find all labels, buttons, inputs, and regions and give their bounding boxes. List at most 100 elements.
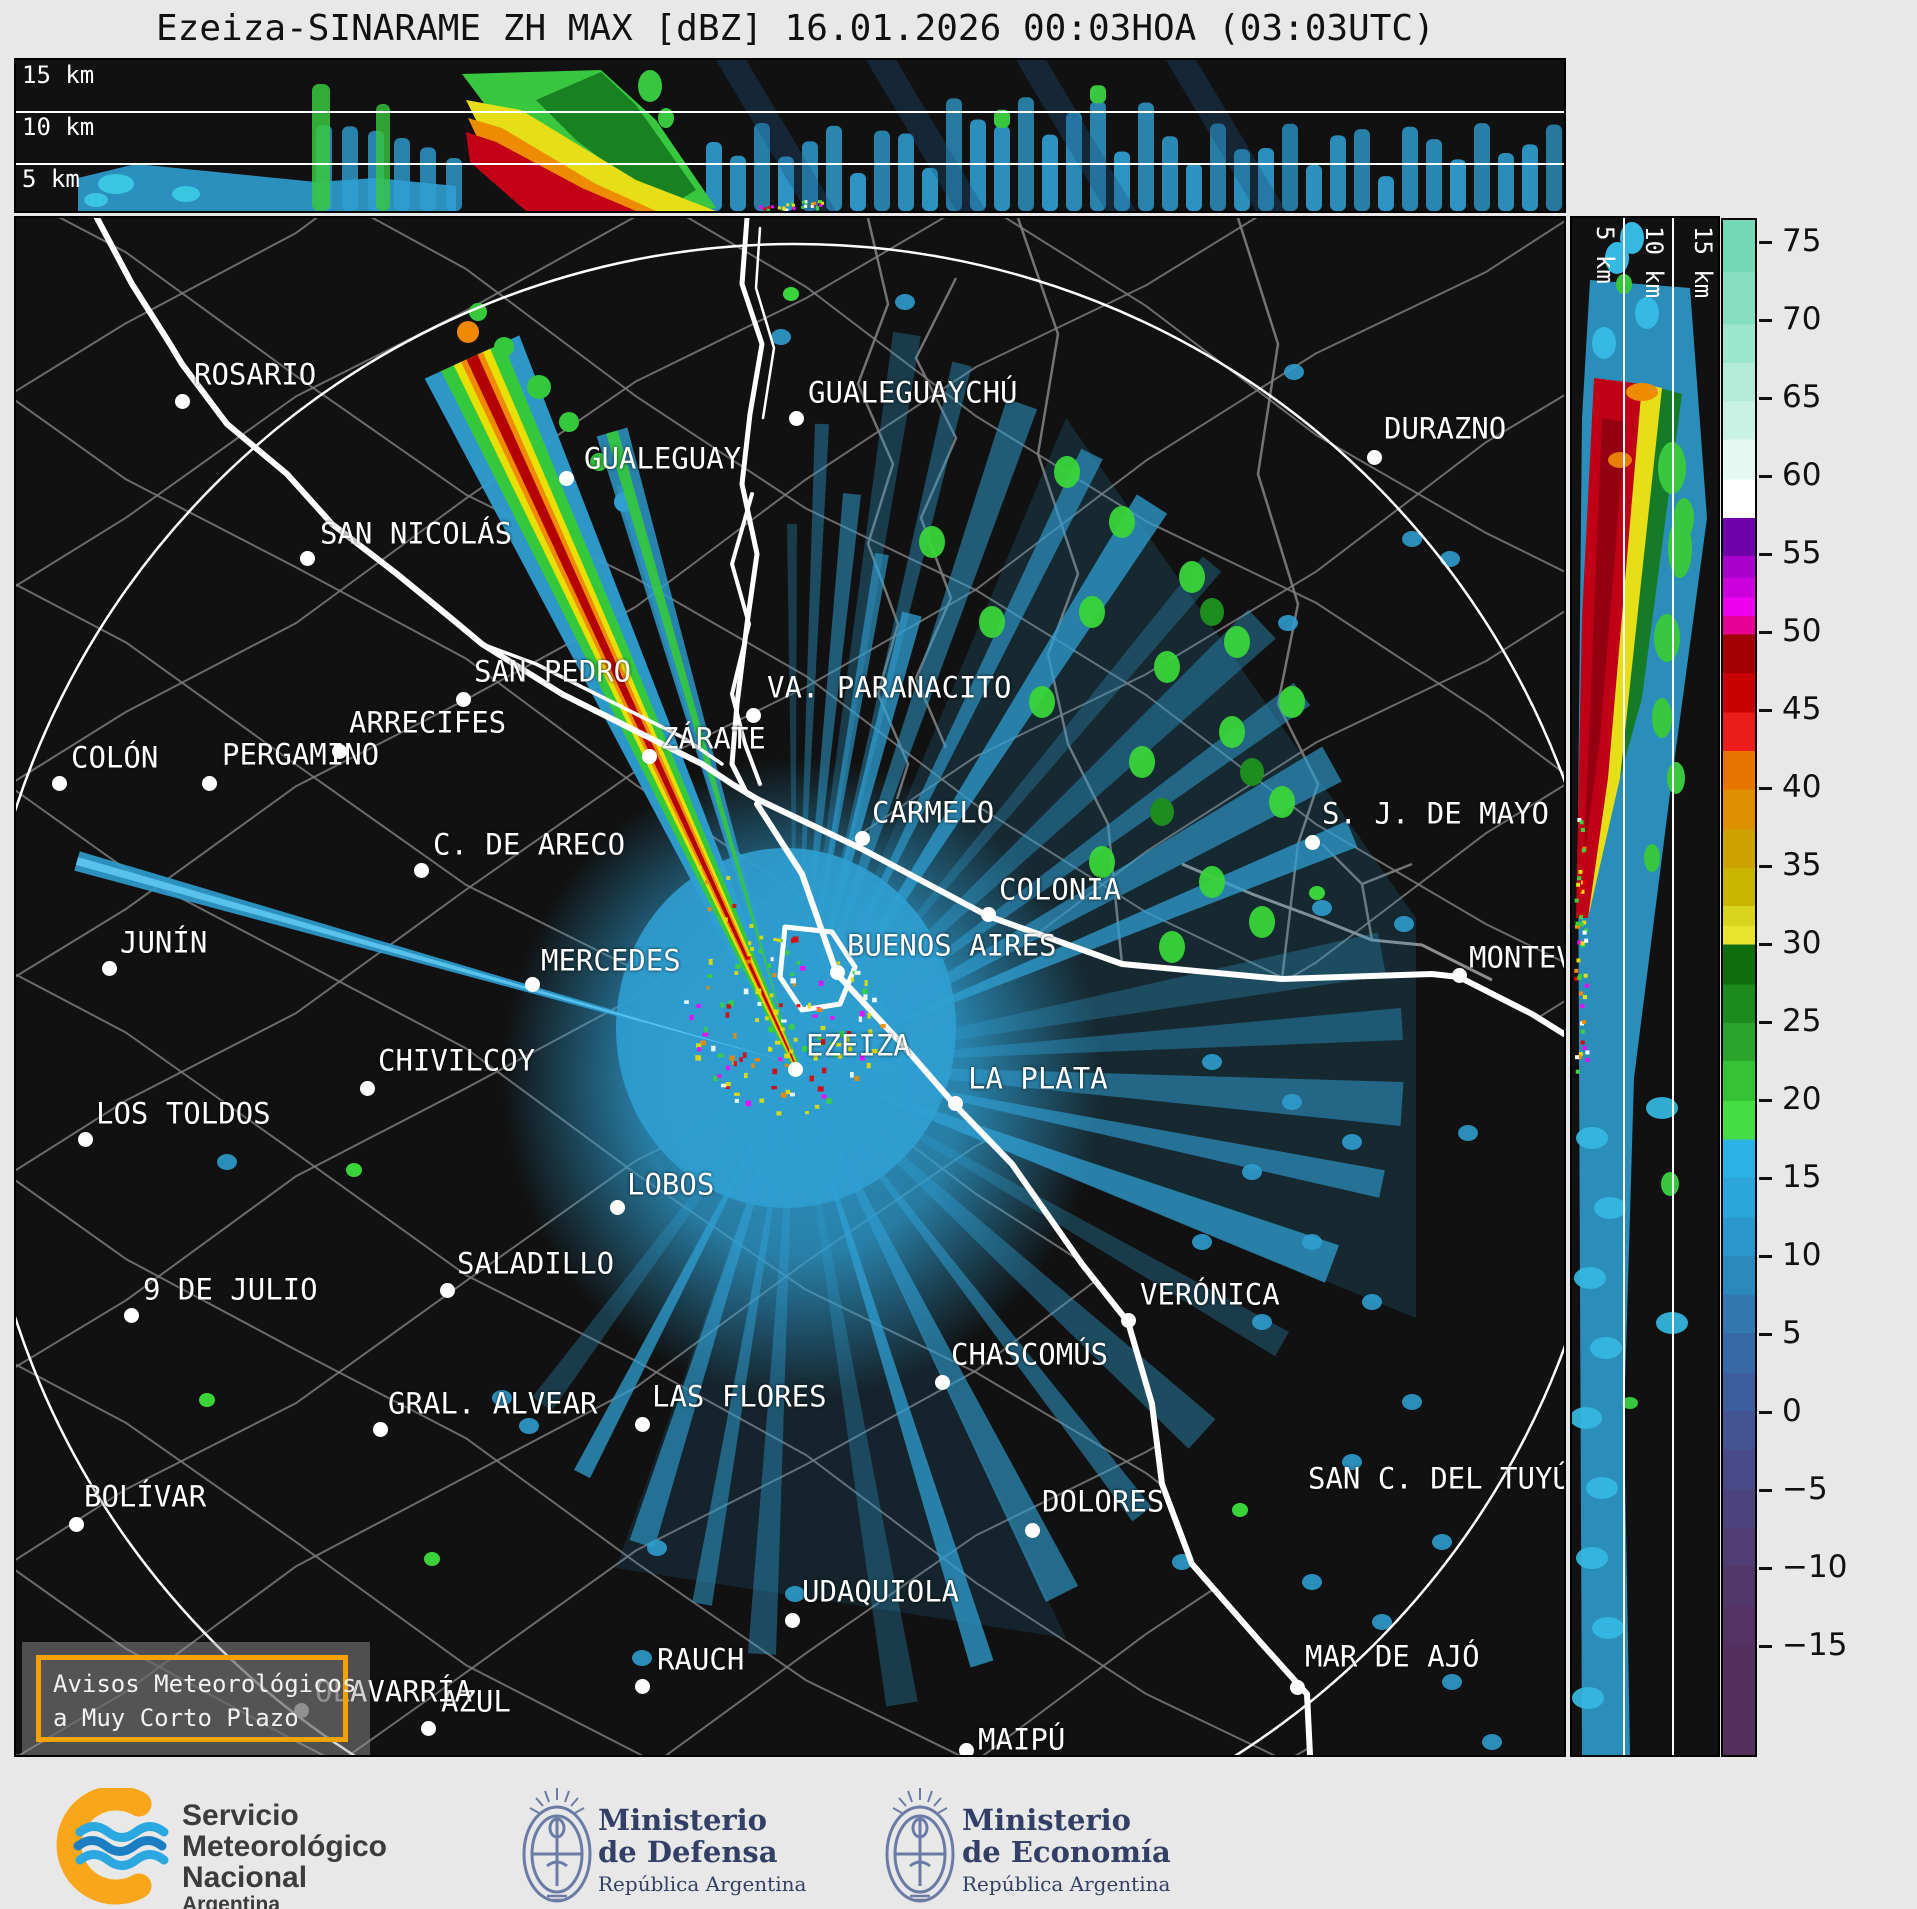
colorbar-tick-label: 30	[1782, 925, 1822, 961]
city-label: DOLORES	[1042, 1484, 1165, 1519]
altitude-label: 5 km	[1591, 226, 1619, 284]
city-label: COLÓN	[71, 740, 159, 775]
city-label: VERÓNICA	[1140, 1277, 1280, 1312]
city-dot	[69, 1517, 84, 1532]
city-label: MONTEVIDEO	[1469, 940, 1564, 975]
city-label: MAIPÚ	[978, 1722, 1066, 1757]
colorbar-tick-label: 20	[1782, 1081, 1822, 1117]
economia-line3: República Argentina	[962, 1872, 1171, 1896]
defensa-line1: Ministerio	[598, 1803, 768, 1837]
city-label: COLONIA	[999, 872, 1122, 907]
colorbar-tick-label: 25	[1782, 1003, 1822, 1039]
colorbar-tick-label: 55	[1782, 535, 1822, 571]
smn-country: Argentina	[182, 1893, 281, 1909]
city-dot	[610, 1200, 625, 1215]
city-label: ZÁRATE	[661, 721, 766, 756]
right-cross-section-panel: 5 km 10 km 15 km	[1570, 216, 1720, 1757]
colorbar-tick-mark	[1759, 475, 1772, 478]
city-label: 9 DE JULIO	[143, 1272, 318, 1307]
city-dot	[78, 1132, 93, 1147]
colorbar-tick-label: 40	[1782, 769, 1822, 805]
altitude-label: 10 km	[1640, 226, 1668, 299]
right-cross-section-echoes	[1572, 222, 1707, 1755]
city-label: CHASCOMÚS	[951, 1337, 1109, 1372]
economia-coat-of-arms-icon	[885, 1788, 955, 1903]
city-label: CHIVILCOY	[378, 1043, 536, 1078]
city-dot	[414, 863, 429, 878]
city-dot	[1121, 1313, 1136, 1328]
colorbar-tick-mark	[1759, 1255, 1772, 1258]
city-dot	[202, 776, 217, 791]
altitude-gridline	[16, 163, 1564, 165]
colorbar-tick-label: 5	[1782, 1315, 1802, 1351]
city-label: LOS TOLDOS	[96, 1096, 271, 1131]
city-label: ROSARIO	[194, 357, 317, 392]
colorbar-tick-mark	[1759, 1099, 1772, 1102]
city-label: SAN PEDRO	[474, 654, 632, 689]
smn-name-line1: Servicio	[182, 1799, 299, 1832]
city-dot	[642, 749, 657, 764]
city-label: RAUCH	[657, 1642, 745, 1677]
city-dot	[559, 471, 574, 486]
colorbar-tick-mark	[1759, 1489, 1772, 1492]
altitude-label: 15 km	[1689, 226, 1717, 299]
page-title: Ezeiza-SINARAME ZH MAX [dBZ] 16.01.2026 …	[156, 8, 1435, 49]
defensa-coat-of-arms-icon	[522, 1788, 592, 1903]
city-label: S. J. DE MAYO	[1322, 796, 1549, 831]
colorbar-tick-mark	[1759, 553, 1772, 556]
city-dot	[935, 1375, 950, 1390]
colorbar-tick-mark	[1759, 1645, 1772, 1648]
city-label: DURAZNO	[1384, 411, 1507, 446]
city-dot	[525, 977, 540, 992]
city-dot	[175, 394, 190, 409]
radar-range-ring	[16, 242, 1564, 1755]
city-label: C. DE ARECO	[433, 827, 626, 862]
city-dot	[788, 1062, 803, 1077]
city-label: SAN NICOLÁS	[320, 516, 513, 551]
city-dot	[1367, 450, 1382, 465]
city-label: CARMELO	[872, 795, 995, 830]
colorbar-tick-label: −5	[1782, 1471, 1828, 1507]
city-dot	[124, 1308, 139, 1323]
city-dot	[332, 744, 347, 759]
colorbar-tick-label: 65	[1782, 379, 1822, 415]
radar-echoes	[74, 287, 1502, 1750]
city-label: VA. PARANACITO	[767, 670, 1012, 705]
top-cross-section-echoes	[78, 60, 1562, 211]
buenos-aires-city-outline	[777, 924, 858, 1013]
colorbar-tick-label: 45	[1782, 691, 1822, 727]
city-label: MAR DE AJÓ	[1305, 1639, 1480, 1674]
city-dot	[830, 965, 845, 980]
colorbar-tick-label: 75	[1782, 223, 1822, 259]
colorbar-tick-mark	[1759, 397, 1772, 400]
city-dot	[421, 1721, 436, 1736]
warning-line-1: Avisos Meteorológicos	[53, 1670, 357, 1698]
city-dot	[981, 907, 996, 922]
city-dot	[948, 1096, 963, 1111]
warning-line-2: a Muy Corto Plazo	[53, 1704, 299, 1732]
city-dot	[1025, 1523, 1040, 1538]
altitude-label: 10 km	[22, 113, 95, 141]
colorbar-tick-label: 50	[1782, 613, 1822, 649]
city-dot	[52, 776, 67, 791]
city-label: LOBOS	[627, 1167, 715, 1202]
colorbar-tick-label: 15	[1782, 1159, 1822, 1195]
colorbar-tick-mark	[1759, 631, 1772, 634]
colorbar-tick-mark	[1759, 1567, 1772, 1570]
city-dot	[1452, 968, 1467, 983]
city-label: SALADILLO	[457, 1246, 615, 1281]
altitude-gridline	[16, 111, 1564, 113]
city-label: BUENOS AIRES	[847, 928, 1057, 963]
city-label: SAN C. DEL TUYÚ	[1308, 1461, 1566, 1496]
city-dot	[635, 1679, 650, 1694]
colorbar-tick-label: 0	[1782, 1393, 1802, 1429]
altitude-label: 15 km	[22, 61, 95, 89]
city-label: LA PLATA	[968, 1061, 1108, 1096]
short-term-warnings-button[interactable]: Avisos Meteorológicos a Muy Corto Plazo	[36, 1655, 356, 1742]
city-dot	[789, 411, 804, 426]
ground-clutter-speckles	[684, 865, 886, 1116]
city-label: GUALEGUAYCHÚ	[808, 375, 1018, 410]
city-dot	[360, 1081, 375, 1096]
smn-name-line2: Meteorológico	[182, 1830, 388, 1863]
colorbar-tick-mark	[1759, 1411, 1772, 1414]
